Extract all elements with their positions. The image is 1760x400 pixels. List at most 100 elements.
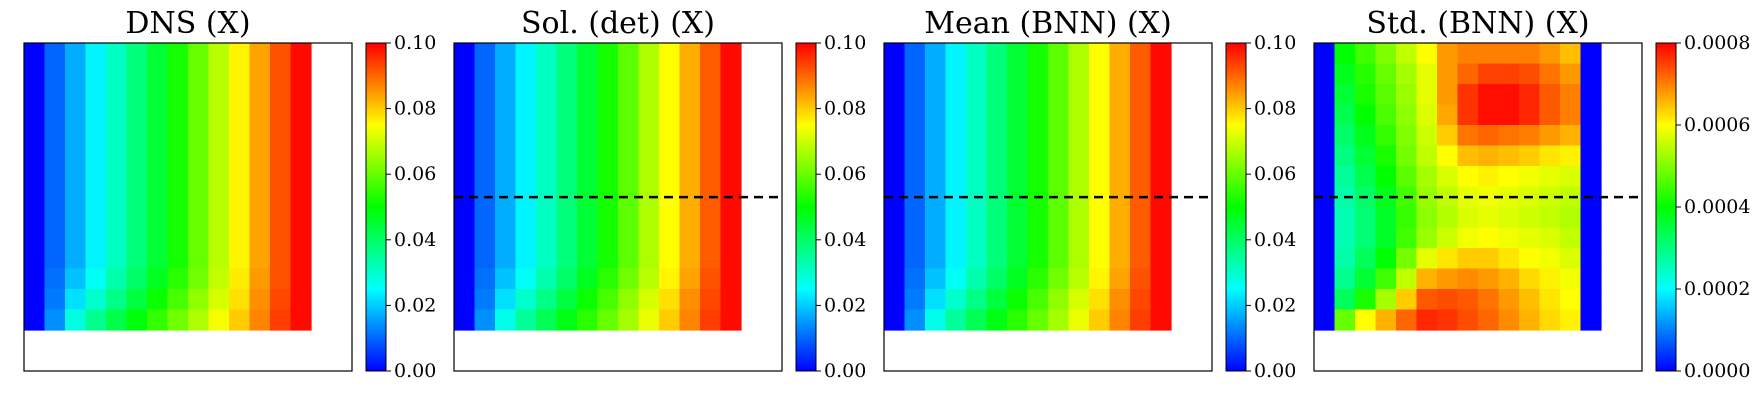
colorbar: [365, 42, 387, 372]
heatmap-cell: [1027, 248, 1049, 270]
heatmap-cell: [1068, 289, 1090, 311]
heatmap-cell: [147, 84, 169, 106]
heatmap-cell: [24, 186, 46, 208]
heatmap-cell: [1457, 268, 1479, 290]
heatmap-cell: [1416, 207, 1438, 229]
heatmap-cell: [1539, 186, 1561, 208]
heatmap-cell: [659, 125, 681, 147]
heatmap-cell: [577, 104, 599, 126]
colorbar-tick-label: 0.10: [1254, 32, 1296, 54]
heatmap-cell: [188, 43, 210, 65]
heatmap-cell: [270, 125, 292, 147]
heatmap-cell: [1027, 63, 1049, 85]
heatmap-cell: [249, 289, 271, 311]
heatmap-cell: [126, 166, 148, 188]
heatmap-cell: [1068, 84, 1090, 106]
heatmap-cell: [85, 145, 107, 167]
heatmap-cell: [966, 43, 988, 65]
heatmap-cell: [1314, 166, 1336, 188]
heatmap-cell: [1130, 104, 1152, 126]
heatmap-cell: [638, 43, 660, 65]
heatmap-cell: [638, 145, 660, 167]
heatmap-cell: [1437, 309, 1459, 331]
heatmap-cell: [249, 104, 271, 126]
heatmap-cell: [290, 104, 312, 126]
heatmap-cell: [618, 268, 640, 290]
heatmap-cell: [700, 43, 722, 65]
heatmap-cell: [1519, 268, 1541, 290]
heatmap-cell: [126, 125, 148, 147]
heatmap-cell: [986, 84, 1008, 106]
heatmap-cell: [1396, 309, 1418, 331]
heatmap-cell: [966, 227, 988, 249]
heatmap-cell: [679, 166, 701, 188]
heatmap-cell: [126, 145, 148, 167]
heatmap-cell: [167, 84, 189, 106]
heatmap-cell: [1519, 248, 1541, 270]
heatmap-cell: [270, 63, 292, 85]
colorbar-tick-label: 0.02: [394, 294, 436, 316]
heatmap-cell: [106, 166, 128, 188]
colorbar-tick-label: 0.06: [1254, 163, 1296, 185]
heatmap-cell: [720, 125, 742, 147]
heatmap-cell: [1457, 207, 1479, 229]
heatmap-cell: [659, 268, 681, 290]
heatmap-cell: [1396, 43, 1418, 65]
heatmap-cell: [925, 84, 947, 106]
heatmap-cell: [1150, 166, 1172, 188]
heatmap-cell: [945, 309, 967, 331]
heatmap-cell: [1560, 289, 1582, 311]
heatmap-cell: [1375, 268, 1397, 290]
heatmap-cell: [147, 289, 169, 311]
heatmap-cell: [1334, 145, 1356, 167]
heatmap-cell: [966, 125, 988, 147]
heatmap-cell: [1437, 63, 1459, 85]
heatmap-cell: [495, 145, 517, 167]
heatmap-cell: [147, 309, 169, 331]
heatmap-cell: [1089, 125, 1111, 147]
heatmap-cell: [1089, 145, 1111, 167]
heatmap-cell: [945, 268, 967, 290]
heatmap-cell: [515, 166, 537, 188]
heatmap-cell: [1539, 125, 1561, 147]
heatmap-cell: [1068, 268, 1090, 290]
heatmap-cell: [1560, 43, 1582, 65]
plot-frame: [883, 42, 1213, 372]
heatmap-cell: [1519, 309, 1541, 331]
heatmap-cell: [495, 268, 517, 290]
heatmap-cell: [1560, 166, 1582, 188]
heatmap-cell: [556, 63, 578, 85]
heatmap-cell: [85, 63, 107, 85]
heatmap-cell: [270, 186, 292, 208]
heatmap-cell: [1048, 84, 1070, 106]
heatmap-cell: [495, 207, 517, 229]
heatmap-cell: [1437, 166, 1459, 188]
heatmap-cell: [290, 268, 312, 290]
heatmap-cell: [454, 227, 476, 249]
heatmap-cell: [229, 63, 251, 85]
heatmap-cell: [249, 227, 271, 249]
heatmap-cell: [577, 207, 599, 229]
heatmap-cell: [495, 104, 517, 126]
heatmap-cell: [966, 145, 988, 167]
heatmap-cell: [720, 289, 742, 311]
heatmap-cell: [106, 207, 128, 229]
heatmap-cell: [1150, 145, 1172, 167]
heatmap-cell: [24, 43, 46, 65]
heatmap-cell: [44, 186, 66, 208]
heatmap-cell: [1519, 63, 1541, 85]
heatmap-cell: [1580, 289, 1602, 311]
heatmap-cell: [515, 84, 537, 106]
heatmap-cell: [1027, 125, 1049, 147]
heatmap-cell: [1539, 309, 1561, 331]
heatmap-cell: [1375, 166, 1397, 188]
heatmap-cell: [24, 104, 46, 126]
heatmap-cell: [188, 125, 210, 147]
heatmap-cell: [126, 248, 148, 270]
heatmap-cell: [454, 166, 476, 188]
heatmap-cell: [700, 166, 722, 188]
heatmap-cell: [1375, 289, 1397, 311]
heatmap-cell: [1416, 125, 1438, 147]
heatmap-cell: [1519, 125, 1541, 147]
heatmap-cell: [290, 84, 312, 106]
